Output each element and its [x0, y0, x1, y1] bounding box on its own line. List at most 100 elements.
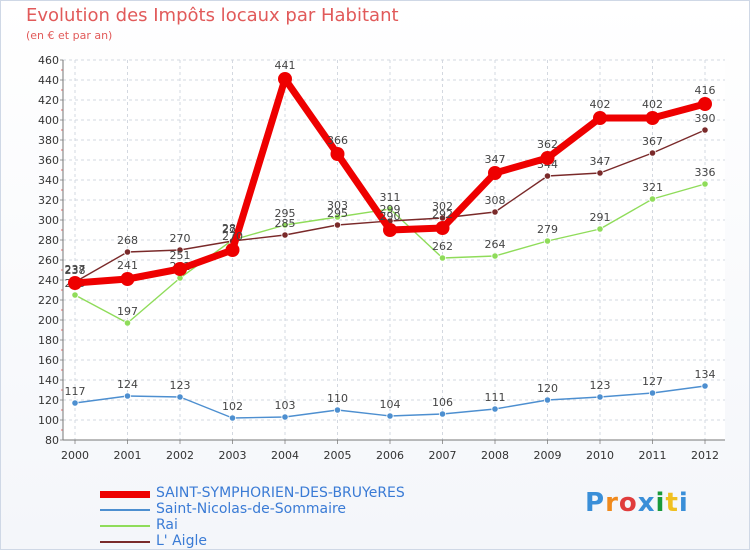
data-point	[543, 396, 552, 404]
data-label: 441	[275, 59, 296, 72]
data-point	[645, 111, 660, 125]
data-label: 120	[537, 382, 558, 395]
data-label: 402	[590, 98, 611, 111]
data-point	[543, 237, 552, 245]
data-point	[333, 213, 342, 221]
data-point	[173, 262, 187, 276]
data-label: 292	[432, 208, 453, 221]
data-point	[491, 405, 499, 413]
data-point	[228, 414, 237, 422]
data-point	[596, 225, 604, 233]
data-label: 106	[432, 396, 453, 409]
data-point	[438, 410, 447, 418]
y-tick-label: 140	[38, 374, 59, 387]
y-tick-label: 160	[38, 354, 59, 367]
data-point	[593, 111, 607, 125]
data-point	[278, 72, 292, 86]
chart-title: Evolution des Impôts locaux par Habitant	[26, 5, 399, 26]
y-tick-label: 80	[45, 434, 59, 447]
data-label: 347	[590, 155, 611, 168]
y-tick-label: 300	[38, 214, 59, 227]
data-point	[120, 272, 135, 286]
data-label: 290	[380, 210, 401, 223]
x-tick-label: 2008	[481, 449, 509, 462]
data-point	[438, 254, 447, 262]
y-tick-label: 320	[38, 194, 59, 207]
data-point	[333, 221, 342, 229]
data-label: 103	[275, 399, 296, 412]
data-label: 366	[327, 134, 348, 147]
data-label: 104	[380, 398, 401, 411]
y-tick-label: 180	[38, 334, 59, 347]
data-label: 291	[590, 211, 611, 224]
data-label: 238	[65, 264, 86, 277]
y-tick-label: 340	[38, 174, 59, 187]
x-tick-label: 2009	[534, 449, 562, 462]
logo-letter: o	[618, 488, 638, 518]
data-label: 362	[537, 138, 558, 151]
data-point	[491, 208, 499, 216]
legend-label: Saint-Nicolas-de-Sommaire	[156, 501, 347, 517]
data-point	[71, 291, 79, 299]
y-tick-label: 360	[38, 154, 59, 167]
data-label: 117	[65, 385, 86, 398]
data-point	[698, 97, 712, 111]
data-point	[225, 243, 240, 257]
data-label: 123	[170, 379, 191, 392]
data-point	[701, 180, 709, 188]
data-point	[435, 221, 450, 235]
data-point	[123, 248, 132, 256]
y-tick-label: 380	[38, 134, 59, 147]
data-label: 416	[695, 84, 716, 97]
data-point	[648, 149, 657, 157]
data-label: 295	[275, 207, 296, 220]
data-label: 295	[327, 207, 348, 220]
data-label: 110	[327, 392, 348, 405]
data-point	[701, 126, 709, 134]
data-label: 311	[380, 191, 401, 204]
x-tick-label: 2005	[324, 449, 352, 462]
y-tick-label: 240	[38, 274, 59, 287]
data-point	[123, 392, 132, 400]
data-point	[648, 195, 657, 203]
y-tick-label: 100	[38, 414, 59, 427]
legend-swatch	[100, 490, 150, 498]
x-tick-label: 2000	[61, 449, 89, 462]
data-point	[68, 276, 82, 290]
x-tick-label: 2007	[429, 449, 457, 462]
data-point	[701, 382, 709, 390]
legend-swatch	[100, 541, 150, 543]
data-label: 102	[222, 400, 243, 413]
logo-letter: i	[678, 488, 689, 518]
data-point	[281, 413, 289, 421]
x-tick-label: 2011	[639, 449, 667, 462]
logo-letter: t	[665, 488, 679, 518]
data-label: 268	[117, 234, 138, 247]
data-point	[281, 231, 289, 239]
data-point	[491, 252, 499, 260]
data-label: 262	[432, 240, 453, 253]
logo-letter: i	[655, 488, 666, 518]
data-label: 336	[695, 166, 716, 179]
data-point	[488, 166, 502, 180]
data-label: 367	[642, 135, 663, 148]
x-tick-label: 2010	[586, 449, 614, 462]
data-label: 270	[170, 232, 191, 245]
data-label: 321	[642, 181, 663, 194]
data-label: 237	[65, 263, 86, 276]
y-tick-label: 120	[38, 394, 59, 407]
x-tick-label: 2006	[376, 449, 404, 462]
data-label: 124	[117, 378, 138, 391]
logo-letter: P	[585, 488, 606, 518]
data-point	[540, 151, 555, 165]
x-tick-label: 2003	[219, 449, 247, 462]
data-label: 197	[117, 305, 138, 318]
logo-letter: x	[637, 488, 656, 518]
data-point	[543, 172, 552, 180]
data-point	[386, 205, 394, 213]
data-point	[330, 147, 345, 161]
y-tick-label: 220	[38, 294, 59, 307]
x-tick-label: 2002	[166, 449, 194, 462]
data-label: 134	[695, 368, 716, 381]
